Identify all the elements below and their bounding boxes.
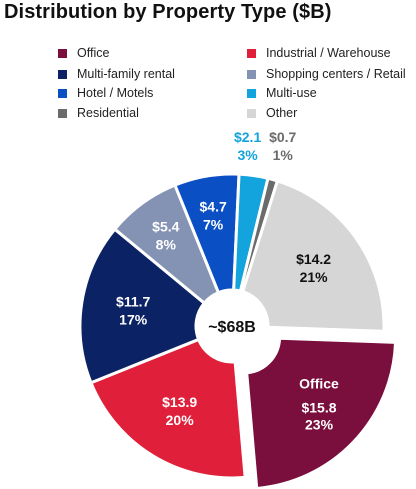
legend-item-multi-use: Multi-use — [247, 86, 317, 100]
value-label-hotel-motels: $4.7 — [200, 199, 227, 215]
legend-swatch — [247, 88, 256, 98]
value-label-residential: $0.7 — [269, 129, 296, 145]
legend-swatch — [58, 88, 67, 98]
slice-industrial-warehouse — [89, 337, 247, 480]
legend-item-other: Other — [247, 106, 297, 120]
legend-label: Multi-family rental — [77, 67, 175, 81]
legend-item-hotel-motels: Hotel / Motels — [58, 86, 153, 100]
legend-swatch — [58, 108, 67, 118]
value-label-multi-use: $2.1 — [234, 129, 261, 145]
slice-office — [245, 336, 398, 489]
percent-label-multi-use: 3% — [237, 147, 258, 163]
percent-label-hotel-motels: 7% — [203, 217, 224, 233]
legend-label: Multi-use — [266, 86, 317, 100]
legend-label: Hotel / Motels — [77, 86, 154, 100]
percent-label-residential: 1% — [273, 147, 294, 163]
percent-label-multi-family-rental: 17% — [119, 312, 148, 328]
value-label-multi-family-rental: $11.7 — [116, 294, 150, 310]
legend-swatch — [58, 69, 67, 79]
chart-legend: Office Industrial / Warehouse Multi-fami… — [0, 0, 416, 130]
value-label-office: $15.8 — [301, 400, 336, 416]
legend-item-multi-family-rental: Multi-family rental — [58, 67, 175, 81]
legend-swatch — [247, 48, 256, 58]
value-label-other: $14.2 — [296, 251, 331, 267]
percent-label-industrial-warehouse: 20% — [166, 412, 195, 428]
legend-swatch — [58, 48, 67, 58]
center-total-label: ~$68B — [208, 319, 256, 336]
slice-title-office: Office — [299, 376, 339, 392]
chart-title: Distribution by Property Type ($B) — [4, 1, 332, 23]
legend-swatch — [247, 69, 256, 79]
legend-item-residential: Residential — [58, 106, 139, 120]
slice-multi-family-rental — [78, 227, 206, 385]
percent-label-other: 21% — [300, 269, 329, 285]
slice-other — [241, 179, 386, 333]
value-label-industrial-warehouse: $13.9 — [162, 394, 197, 410]
value-label-shopping-centers-retail: $5.4 — [152, 219, 179, 235]
legend-label: Industrial / Warehouse — [266, 46, 391, 60]
percent-label-shopping-centers-retail: 8% — [156, 237, 177, 253]
legend-label: Residential — [77, 106, 139, 120]
percent-label-office: 23% — [305, 417, 334, 433]
legend-item-industrial-warehouse: Industrial / Warehouse — [247, 46, 391, 60]
legend-label: Office — [77, 46, 110, 60]
legend-item-shopping-centers-retail: Shopping centers / Retail — [247, 67, 406, 81]
legend-label: Shopping centers / Retail — [266, 67, 406, 81]
legend-swatch — [247, 108, 256, 118]
legend-item-office: Office — [58, 46, 109, 60]
legend-label: Other — [266, 106, 298, 120]
